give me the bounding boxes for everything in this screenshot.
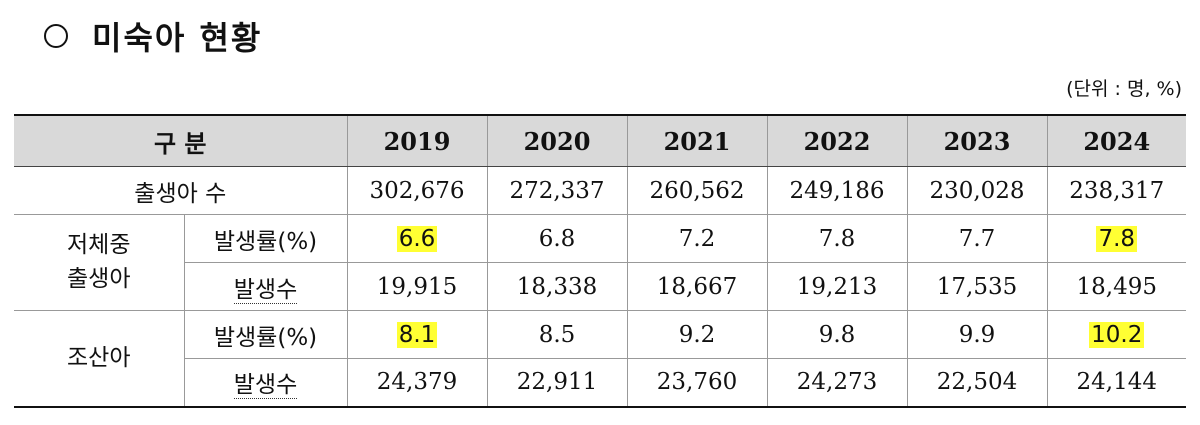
lbw-count-value: 18,495 xyxy=(1046,262,1187,311)
preterm-count-value: 22,504 xyxy=(906,358,1048,407)
page-title: 미숙아 현황 xyxy=(44,8,262,64)
preterm-count-value: 22,911 xyxy=(486,358,628,407)
header-row: 구 분 2019 2020 2021 2022 2023 2024 xyxy=(14,114,1187,167)
births-value: 230,028 xyxy=(906,166,1048,215)
preterm-rate-value: 9.2 xyxy=(626,310,768,359)
births-value: 260,562 xyxy=(626,166,768,215)
births-value: 238,317 xyxy=(1046,166,1187,215)
lbw-rate-value: 7.2 xyxy=(626,214,768,263)
lbw-group-line1: 저체중 xyxy=(67,232,131,259)
preterm-count-value: 24,273 xyxy=(766,358,908,407)
lbw-rate-value-highlighted: 7.8 xyxy=(1096,225,1138,252)
lbw-rate-value: 7.7 xyxy=(906,214,1048,263)
preterm-count-label: 발생수 xyxy=(233,372,298,400)
preterm-rate-label: 발생률(%) xyxy=(183,310,348,359)
unit-note: (단위 : 명, %) xyxy=(1066,78,1182,100)
preterm-rate-value-highlighted: 8.1 xyxy=(396,321,438,348)
preterm-count-value: 24,379 xyxy=(346,358,488,407)
lbw-group-line2: 출생아 xyxy=(67,265,131,292)
preterm-count-value: 23,760 xyxy=(626,358,768,407)
lbw-count-value: 17,535 xyxy=(906,262,1048,311)
circle-bullet-icon xyxy=(44,24,68,48)
births-value: 249,186 xyxy=(766,166,908,215)
preterm-rate-value: 8.5 xyxy=(486,310,628,359)
page-title-text: 미숙아 현황 xyxy=(92,19,263,57)
header-year: 2023 xyxy=(906,114,1048,167)
lbw-rate-value-highlighted: 6.6 xyxy=(396,225,438,252)
lbw-count-value: 19,213 xyxy=(766,262,908,311)
lbw-rate-label: 발생률(%) xyxy=(183,214,348,263)
preterm-count-row: 발생수 24,379 22,911 23,760 24,273 22,504 2… xyxy=(14,358,1187,407)
lbw-rate-value: 7.8 xyxy=(766,214,908,263)
lbw-rate-value: 6.8 xyxy=(486,214,628,263)
births-value: 302,676 xyxy=(346,166,488,215)
preterm-rate-row: 조산아 발생률(%) 8.1 8.5 9.2 9.8 9.9 10.2 xyxy=(14,310,1187,407)
header-year: 2021 xyxy=(626,114,768,167)
lbw-count-row: 발생수 19,915 18,338 18,667 19,213 17,535 1… xyxy=(14,262,1187,311)
lbw-rate-row: 저체중 출생아 발생률(%) 6.6 6.8 7.2 7.8 7.7 7.8 xyxy=(14,214,1187,311)
header-category: 구 분 xyxy=(14,114,348,167)
premature-infant-table: 구 분 2019 2020 2021 2022 2023 2024 출생아 수 … xyxy=(14,114,1187,408)
header-year: 2020 xyxy=(486,114,628,167)
header-year: 2019 xyxy=(346,114,488,167)
preterm-group-label: 조산아 xyxy=(14,310,185,407)
lbw-count-value: 18,338 xyxy=(486,262,628,311)
births-label: 출생아 수 xyxy=(14,166,348,215)
preterm-rate-value-highlighted: 10.2 xyxy=(1089,321,1145,348)
header-year: 2022 xyxy=(766,114,908,167)
lbw-count-value: 18,667 xyxy=(626,262,768,311)
lbw-group-label: 저체중 출생아 xyxy=(14,214,185,311)
lbw-count-label: 발생수 xyxy=(233,276,298,304)
preterm-rate-value: 9.8 xyxy=(766,310,908,359)
births-row: 출생아 수 302,676 272,337 260,562 249,186 23… xyxy=(14,166,1187,215)
preterm-count-value: 24,144 xyxy=(1046,358,1187,407)
header-year: 2024 xyxy=(1046,114,1187,167)
preterm-rate-value: 9.9 xyxy=(906,310,1048,359)
lbw-count-value: 19,915 xyxy=(346,262,488,311)
births-value: 272,337 xyxy=(486,166,628,215)
